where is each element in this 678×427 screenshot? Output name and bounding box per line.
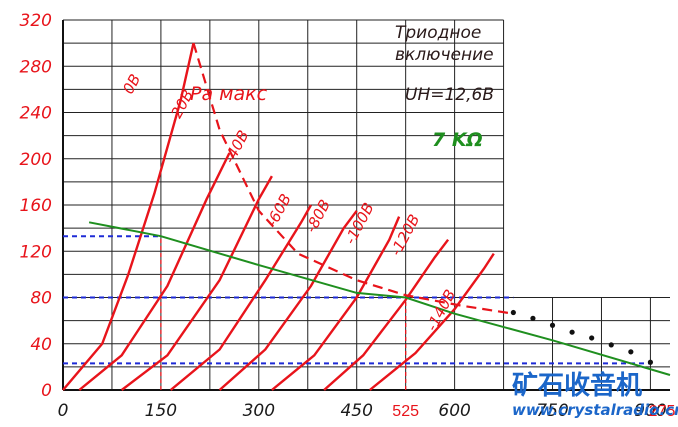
grid-curve — [271, 216, 401, 391]
y-tick-label: 120 — [20, 242, 52, 262]
load-line-marker — [608, 342, 614, 348]
pa-max-curve — [192, 42, 514, 315]
grid-voltage-curves — [62, 42, 495, 391]
y-tick-label: 280 — [20, 57, 52, 77]
x-tick-label: 450 — [340, 401, 372, 421]
curve-label: 0В — [119, 71, 144, 97]
load-line-marker — [530, 315, 536, 321]
triode-annotation-line1: Триодное — [395, 23, 481, 43]
curve-label: -80В — [302, 197, 334, 236]
x-tick-label: 750 — [536, 401, 568, 421]
load-line-marker — [628, 349, 634, 355]
watermark-chinese: 矿石收音机 — [512, 370, 642, 401]
y-tick-label: 320 — [20, 11, 52, 31]
x-tick-label: 600 — [438, 401, 470, 421]
heater-voltage-annotation: UH=12,6В — [405, 85, 494, 105]
pa-max-label: Pa макс — [190, 83, 268, 105]
load-line-path — [88, 221, 671, 376]
load-line-marker — [510, 309, 516, 316]
grid-curve — [62, 42, 195, 391]
curve-label: -40В — [220, 127, 252, 166]
load-line-marker — [569, 329, 575, 335]
x-tick-label-275: 275 — [649, 403, 676, 420]
grid-curve — [218, 210, 358, 391]
x-tick-label: 0 — [58, 401, 69, 421]
pa-max-hyperbola — [192, 42, 514, 315]
y-tick-label: 0 — [41, 381, 52, 401]
load-line-marker — [589, 335, 595, 341]
y-tick-label: 160 — [20, 196, 52, 216]
y-tick-label: 200 — [20, 150, 52, 170]
x-tick-label: 150 — [145, 401, 177, 421]
load-line-marker — [549, 322, 556, 328]
watermark-url: www.crystalradio.cn — [512, 401, 678, 419]
guide-lines — [63, 235, 651, 390]
x-tick-label: 900 — [634, 401, 666, 421]
curve-label: -60В — [263, 191, 295, 230]
grid-curve — [78, 152, 231, 391]
grid-curve — [120, 175, 273, 391]
x-tick-label: 300 — [243, 401, 275, 421]
triode-annotation-line2: включение — [395, 45, 494, 65]
grid-curve — [169, 204, 313, 391]
load-resistance-annotation: 7 KΩ — [432, 129, 483, 151]
y-tick-label: 240 — [20, 104, 52, 124]
x-tick-label-525: 525 — [392, 403, 419, 420]
load-line — [88, 221, 671, 376]
y-tick-label: 80 — [30, 289, 52, 309]
axis-ticks: 0 40 80 120 160 200 240 280 320 0 150 300 450 600 750 9… — [20, 11, 676, 421]
y-tick-label: 40 — [30, 335, 52, 355]
chart-grid — [62, 19, 670, 391]
grid-curve — [369, 252, 495, 391]
load-line-marker — [647, 359, 654, 365]
grid-curve — [323, 238, 450, 391]
